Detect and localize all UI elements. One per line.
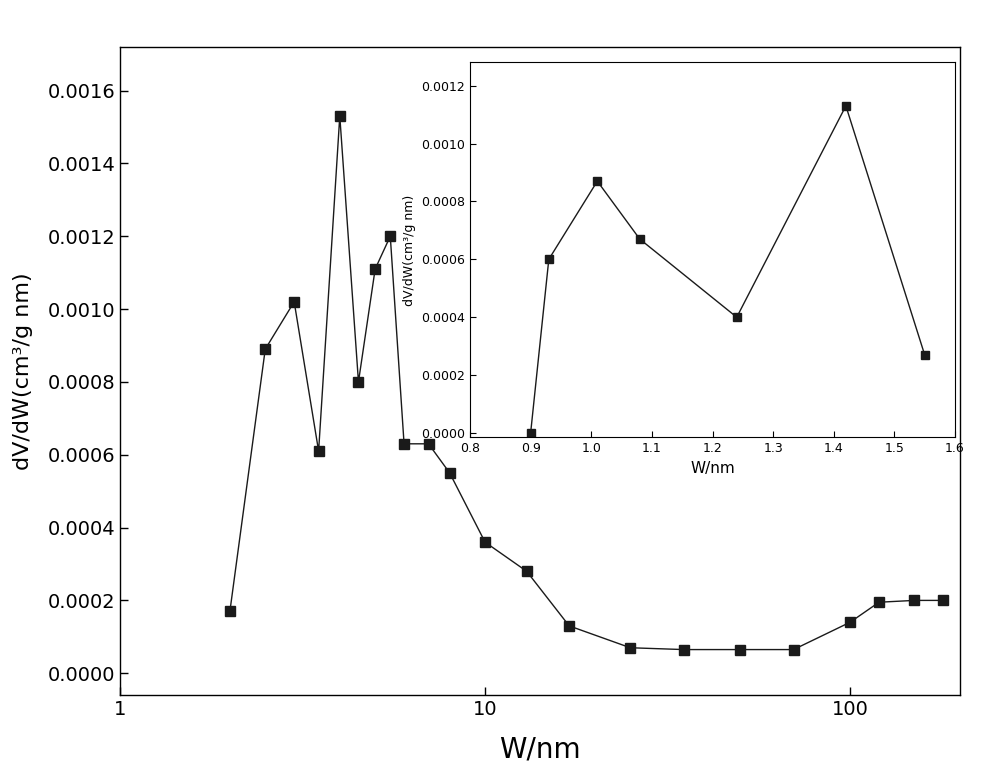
Y-axis label: dV/dW(cm³/g nm): dV/dW(cm³/g nm) [403, 194, 416, 305]
X-axis label: W/nm: W/nm [499, 736, 581, 764]
Y-axis label: dV/dW(cm³/g nm): dV/dW(cm³/g nm) [13, 272, 34, 470]
X-axis label: W/nm: W/nm [690, 461, 735, 476]
